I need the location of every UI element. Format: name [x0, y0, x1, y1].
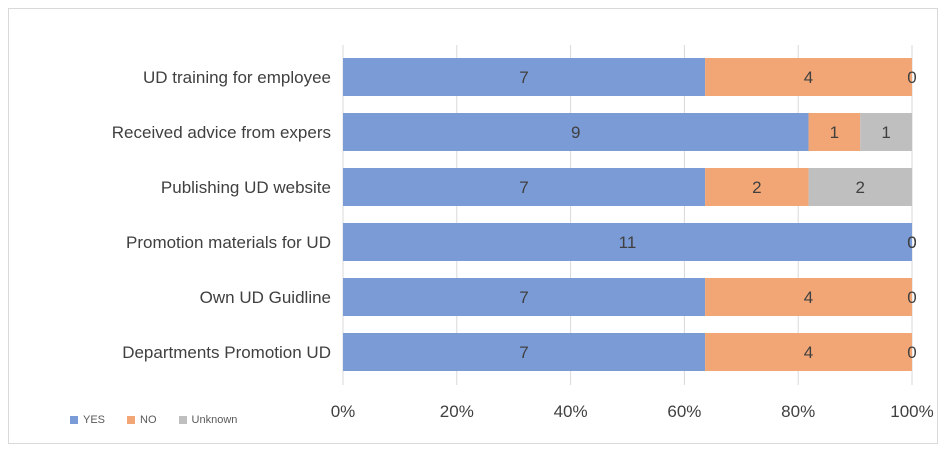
x-tick-label: 80%	[781, 402, 815, 421]
legend: YES NO Unknown	[70, 414, 237, 426]
legend-swatch	[70, 416, 78, 424]
bar-segment	[808, 168, 912, 206]
data-label: 1	[881, 123, 890, 142]
bar-segment	[343, 168, 706, 206]
data-label: 2	[752, 178, 761, 197]
data-label: 7	[519, 343, 528, 362]
category-label: UD training for employee	[143, 68, 331, 87]
data-label: 9	[571, 123, 580, 142]
x-tick-label: 20%	[440, 402, 474, 421]
data-label: 0	[907, 233, 916, 252]
legend-item: Unknown	[178, 414, 238, 426]
legend-label: Unknown	[191, 414, 238, 426]
bar-segment	[343, 58, 706, 96]
bar-segment	[705, 333, 912, 371]
category-label: Publishing UD website	[161, 178, 331, 197]
data-label: 7	[519, 288, 528, 307]
x-tick-label: 60%	[667, 402, 701, 421]
data-label: 2	[856, 178, 865, 197]
bar-segment	[343, 278, 706, 316]
bar-segment	[705, 168, 809, 206]
category-label: Received advice from expers	[112, 123, 331, 142]
data-label: 7	[519, 68, 528, 87]
category-label: Own UD Guidline	[200, 288, 331, 307]
data-label: 0	[907, 343, 916, 362]
category-label: Promotion materials for UD	[126, 233, 331, 252]
bar-segment	[705, 278, 912, 316]
data-label: 11	[619, 233, 637, 252]
bar-segment	[343, 333, 706, 371]
bar-segment	[808, 113, 861, 151]
bar-segment	[343, 223, 912, 261]
legend-item: YES	[70, 414, 105, 426]
x-tick-label: 100%	[890, 402, 933, 421]
data-label: 4	[804, 68, 813, 87]
data-label: 0	[907, 68, 916, 87]
legend-swatch	[127, 416, 136, 424]
legend-swatch	[178, 416, 187, 424]
data-label: 0	[907, 288, 916, 307]
data-label: 0	[907, 233, 916, 252]
category-label: Departments Promotion UD	[122, 343, 331, 362]
x-tick-label: 40%	[554, 402, 588, 421]
legend-label: NO	[140, 414, 157, 426]
bar-segment	[860, 113, 912, 151]
data-label: 1	[830, 123, 839, 142]
legend-item: NO	[127, 414, 157, 426]
bar-segment	[343, 113, 809, 151]
data-label: 7	[519, 178, 528, 197]
x-tick-label: 0%	[331, 402, 356, 421]
legend-label: YES	[83, 414, 106, 426]
data-label: 4	[804, 288, 813, 307]
data-label: 4	[804, 343, 813, 362]
bar-segment	[705, 58, 912, 96]
